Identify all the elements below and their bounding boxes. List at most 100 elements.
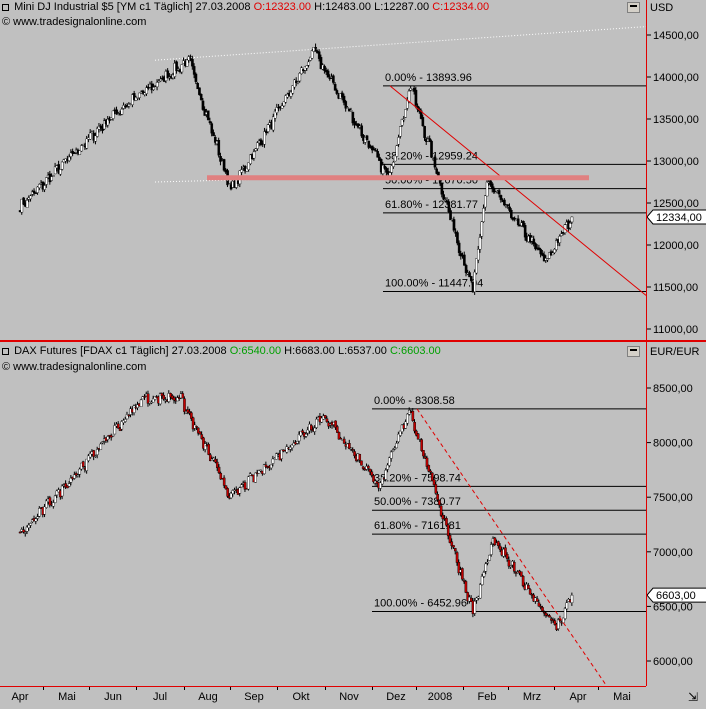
candle — [298, 72, 302, 83]
candle — [478, 233, 482, 253]
time-axis-label: Mrz — [522, 691, 542, 703]
candle — [464, 579, 468, 594]
candle — [431, 472, 434, 482]
candle — [67, 154, 71, 163]
candle — [423, 125, 426, 141]
candle — [67, 481, 71, 488]
candle — [92, 449, 96, 461]
candle — [183, 396, 186, 415]
candle — [303, 66, 307, 74]
candle — [52, 499, 55, 509]
candle — [422, 450, 425, 459]
candle — [238, 486, 242, 497]
candle — [109, 433, 113, 441]
candle — [488, 554, 491, 562]
last-price-label: 12334,00 — [656, 212, 702, 224]
dax-header: DAX Futures [FDAX c1 Täglich] 27.03.2008… — [2, 345, 441, 357]
candle — [115, 106, 118, 115]
candle — [88, 129, 92, 141]
candle — [185, 58, 189, 67]
time-axis-label: 2008 — [427, 691, 453, 703]
candle — [50, 173, 53, 182]
candle — [243, 480, 247, 492]
dax-minimize-button[interactable] — [627, 346, 640, 357]
time-axis-scroll-icon[interactable]: ⇲ — [688, 690, 699, 704]
candle — [469, 595, 473, 603]
candle — [353, 118, 356, 129]
candle — [456, 230, 459, 246]
candle — [448, 532, 452, 544]
channel-line-upper[interactable] — [154, 26, 646, 61]
candle — [188, 408, 191, 416]
candle — [411, 408, 415, 422]
candle — [446, 523, 450, 540]
candle — [454, 547, 457, 555]
fibonacci-label: 61.80% - 7161.81 — [374, 520, 461, 532]
candle — [160, 392, 164, 399]
time-axis-tick — [184, 687, 185, 690]
candle — [213, 134, 217, 146]
candle — [358, 453, 362, 463]
candle — [20, 198, 24, 215]
dax-price-axis[interactable]: 8500,00 8000,00 7500,00 7000,00 6500,00 6000,… — [646, 342, 706, 686]
candle — [269, 464, 273, 471]
candle — [285, 444, 289, 454]
candle — [212, 129, 215, 137]
dow-plot-area[interactable]: 0.00% - 13893.96 38.20% - 12959.24 50.00% … — [0, 0, 646, 340]
candle — [349, 447, 353, 452]
candle — [263, 127, 266, 148]
candle — [457, 559, 461, 576]
price-axis-label: 13000,00 — [653, 156, 699, 168]
dax-plot-area[interactable]: 0.00% - 8308.58 38.20% - 7598.74 50.00% - … — [0, 342, 646, 686]
candle — [372, 473, 375, 484]
candle — [492, 186, 496, 194]
candle — [393, 154, 397, 162]
candle — [192, 63, 196, 79]
candle — [475, 596, 478, 604]
candle — [482, 204, 485, 223]
candle — [271, 455, 275, 467]
candle — [367, 464, 370, 472]
candle — [563, 606, 567, 621]
candle — [38, 183, 41, 191]
trendline[interactable] — [416, 408, 607, 686]
dow-price-axis[interactable]: 14500,00 14000,00 13500,00 13000,00 12500,00… — [646, 0, 706, 340]
candle — [390, 165, 394, 175]
price-axis-label: 8000,00 — [653, 438, 693, 450]
candle — [539, 604, 543, 610]
candle — [380, 476, 384, 486]
candle — [60, 484, 64, 500]
candle — [194, 72, 198, 85]
candle — [169, 392, 172, 400]
candle — [48, 495, 52, 508]
candle — [548, 252, 551, 259]
candle — [145, 85, 148, 96]
price-axis-label: 13500,00 — [653, 114, 699, 126]
candle — [455, 550, 459, 566]
candle — [360, 460, 363, 466]
candle — [151, 395, 155, 403]
time-axis[interactable]: Apr Mai Jun Jul Aug Sep Okt Nov Dez 2008 Feb Mrz Apr… — [0, 686, 646, 709]
candle — [117, 421, 120, 429]
candle — [532, 235, 536, 247]
dax-low: L:6537.00 — [337, 345, 387, 357]
dax-close: C:6603.00 — [389, 345, 441, 357]
candle — [32, 188, 36, 196]
candle — [476, 245, 480, 264]
candle — [480, 573, 484, 586]
dow-minimize-button[interactable] — [627, 2, 640, 13]
candle — [190, 411, 193, 422]
candle — [555, 238, 558, 252]
candle — [22, 526, 25, 534]
candle — [53, 162, 57, 175]
candle — [94, 454, 97, 458]
time-axis-label: Dez — [386, 691, 406, 703]
pane-separator[interactable] — [0, 340, 706, 342]
candle — [368, 468, 372, 476]
candle — [150, 400, 153, 405]
trendline[interactable] — [389, 85, 646, 296]
candle — [406, 413, 409, 426]
candle — [167, 390, 171, 404]
candle — [106, 115, 110, 128]
candle — [521, 574, 525, 588]
